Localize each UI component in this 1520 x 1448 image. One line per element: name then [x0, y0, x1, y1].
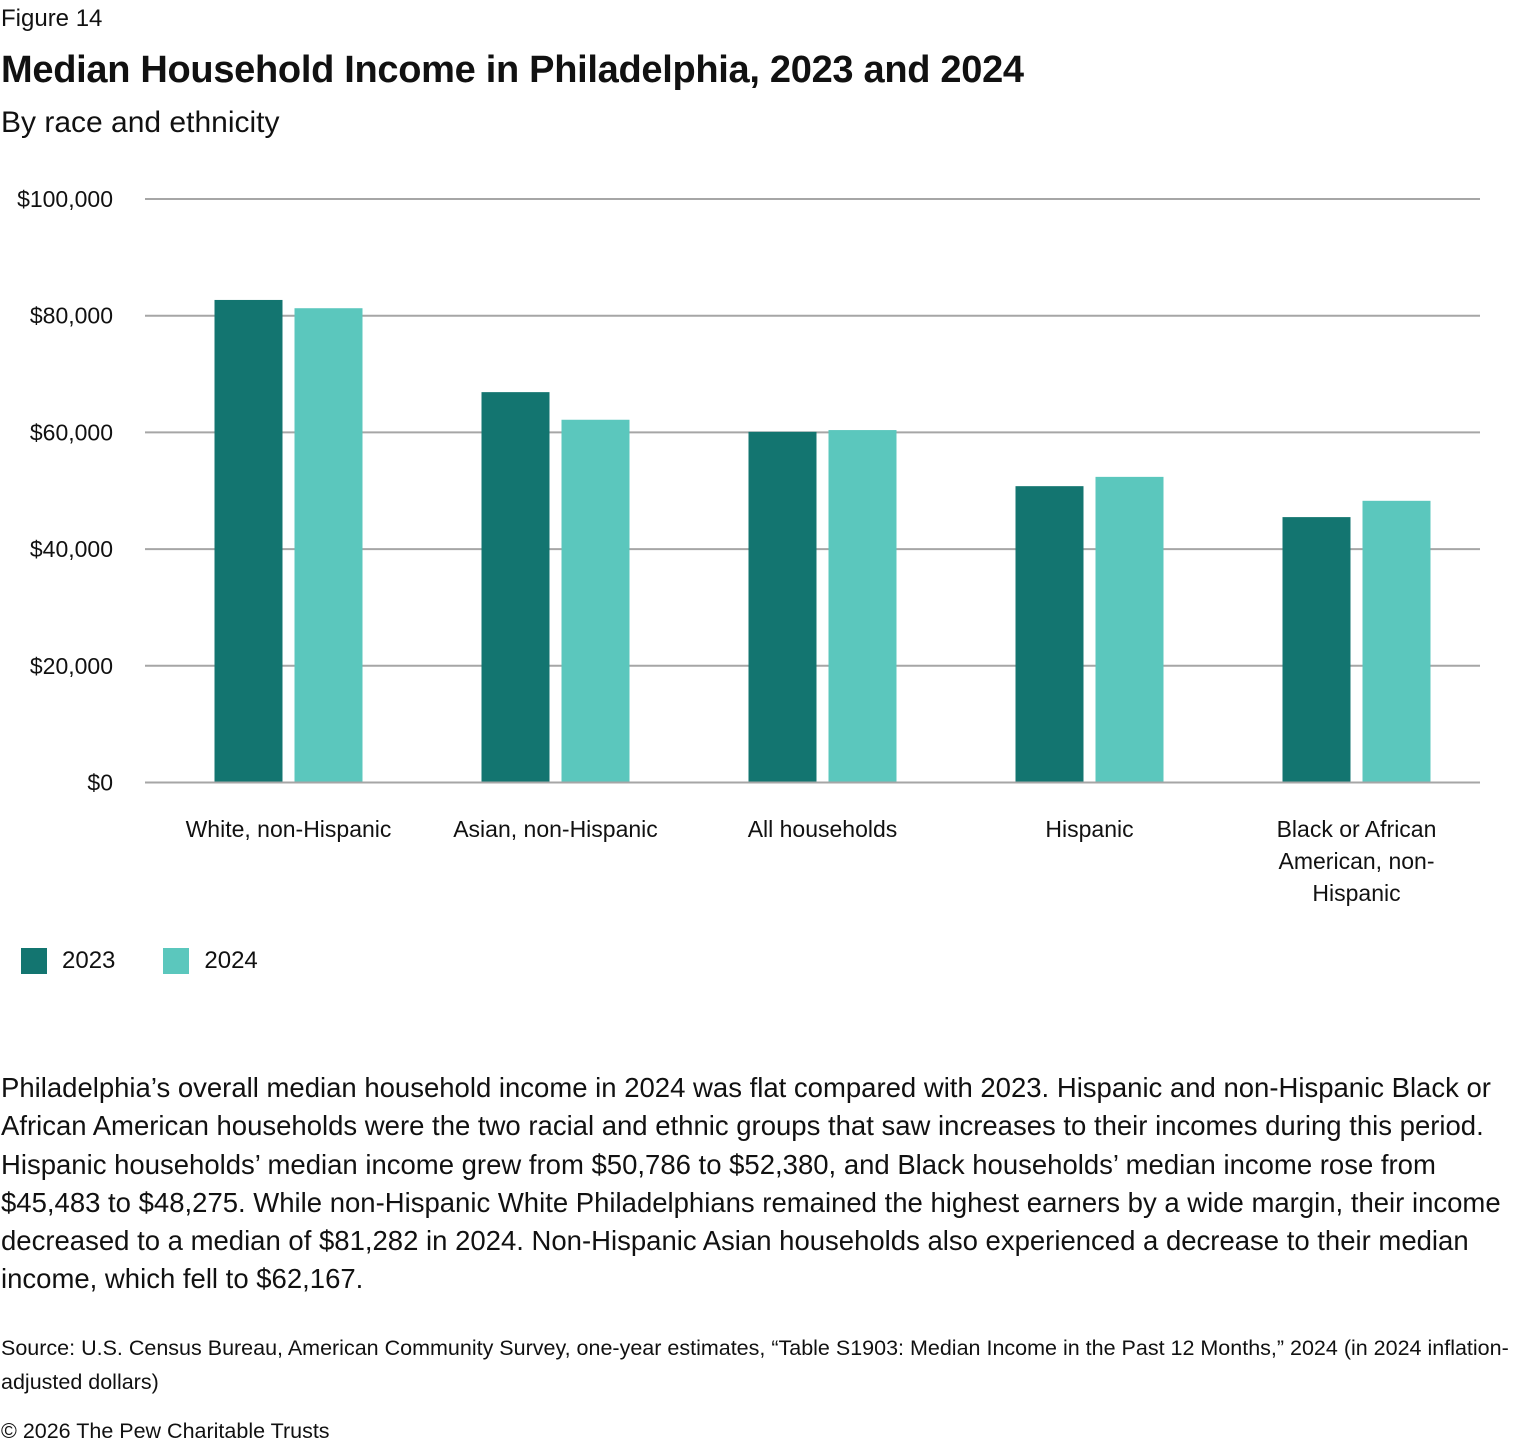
legend-item-2024: 2024: [163, 946, 258, 976]
x-tick-label: Black or African: [1277, 816, 1437, 842]
legend-item-2023: 2023: [21, 946, 115, 976]
legend-label-2023: 2023: [62, 947, 116, 974]
bar-2023: [1282, 517, 1351, 782]
bars: [214, 299, 1431, 782]
y-axis-ticks: $0 $20,000 $40,000 $60,000 $80,000 $100,000: [17, 186, 113, 796]
y-tick-label: $40,000: [30, 536, 113, 562]
legend-swatch-2024: [163, 948, 190, 974]
y-tick-label: $80,000: [30, 303, 113, 329]
y-tick-label: $0: [87, 770, 113, 796]
x-axis-labels: White, non-Hispanic Asian, non-Hispanic Al…: [186, 816, 1437, 906]
bar-chart: $0 $20,000 $40,000 $60,000 $80,000 $100,000 W…: [17, 186, 1480, 906]
x-tick-label: Asian, non-Hispanic: [453, 816, 658, 842]
y-tick-label: $20,000: [30, 653, 113, 679]
chart-title: Median Household Income in Philadelphia,…: [1, 49, 1024, 91]
y-tick-label: $60,000: [30, 419, 113, 445]
bar-2024: [561, 419, 630, 782]
bar-2023: [748, 431, 817, 782]
legend-label-2024: 2024: [204, 947, 258, 974]
copyright: © 2026 The Pew Charitable Trusts: [1, 1419, 330, 1443]
bar-2024: [1095, 476, 1164, 782]
bar-2024: [294, 308, 363, 782]
x-tick-label: American, non-: [1279, 848, 1435, 874]
body-paragraph: Philadelphia’s overall median household …: [1, 1072, 1501, 1295]
x-tick-label: Hispanic: [1045, 816, 1133, 842]
bar-2023: [1015, 486, 1084, 782]
chart-subtitle: By race and ethnicity: [1, 106, 280, 139]
source-note: Source: U.S. Census Bureau, American Com…: [1, 1336, 1509, 1394]
x-tick-label: White, non-Hispanic: [186, 816, 392, 842]
x-tick-label: Hispanic: [1312, 880, 1400, 906]
bar-2024: [1362, 500, 1431, 782]
figure-label: Figure 14: [1, 5, 103, 32]
x-tick-label: All households: [748, 816, 898, 842]
legend-swatch-2023: [21, 948, 47, 974]
y-tick-label: $100,000: [17, 186, 113, 212]
bar-2024: [828, 430, 897, 782]
bar-2023: [481, 392, 550, 782]
bar-2023: [214, 299, 283, 782]
legend: 2023 2024: [21, 946, 306, 976]
